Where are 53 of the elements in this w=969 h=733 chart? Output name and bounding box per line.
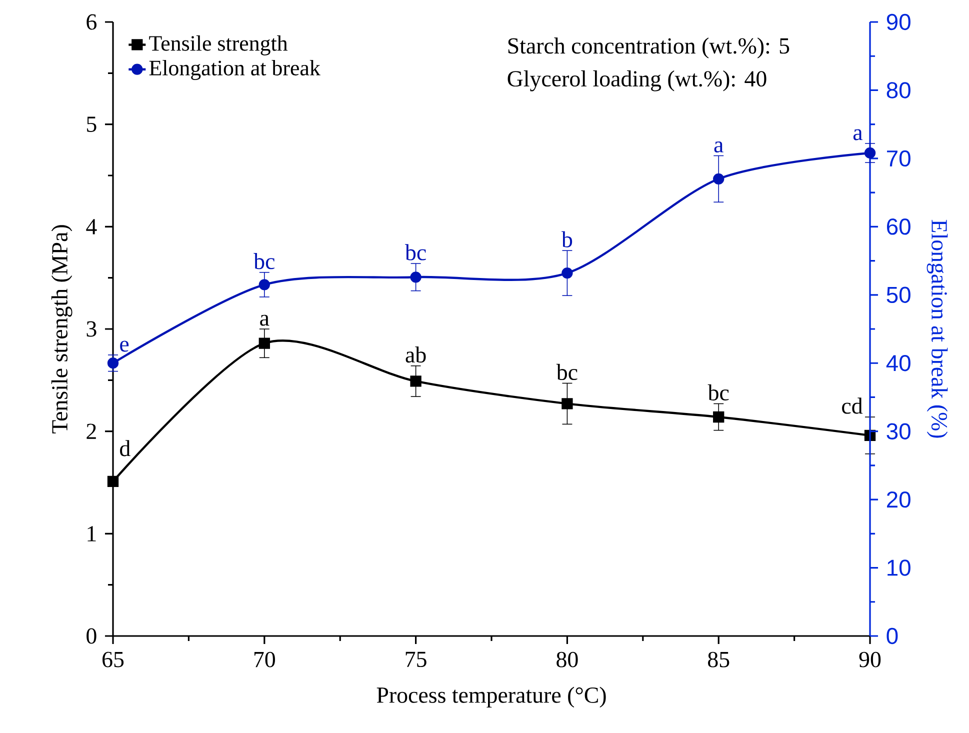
point	[562, 267, 573, 279]
x-axis-title: Process temperature (°C)	[376, 686, 606, 708]
y2-tick-label: 30	[886, 423, 910, 440]
x-tick-label: 65	[102, 652, 124, 668]
y-tick-label: 3	[86, 321, 96, 337]
y-tick-label: 5	[87, 116, 96, 132]
point	[107, 476, 119, 488]
point	[410, 376, 422, 387]
y2-tick-label: 0	[886, 628, 898, 644]
y2-tick-label: 20	[887, 491, 910, 508]
point	[562, 398, 573, 410]
annotation: Glycerol loading (wt.%): 40	[508, 70, 766, 92]
data-label: a	[260, 314, 270, 326]
x-tick-label: 70	[254, 652, 275, 668]
point	[713, 173, 724, 184]
y2-tick-label: 40	[886, 355, 910, 372]
y-tick-label: 6	[86, 14, 96, 30]
data-label: cd	[842, 398, 863, 414]
data-label: bc	[404, 244, 426, 260]
x-tick-label: 80	[556, 652, 578, 668]
y-tick-label: 4	[86, 219, 97, 234]
legend-label: Tensile strength	[149, 35, 288, 56]
y2-tick-label: 80	[886, 82, 910, 98]
y-tick-label: 0	[86, 628, 96, 644]
point	[107, 358, 119, 369]
y2-tick-label: 90	[886, 14, 910, 30]
data-label: ab	[406, 346, 426, 363]
point	[713, 411, 724, 423]
point	[864, 147, 876, 159]
data-label: bc	[708, 384, 729, 400]
legend-label: Elongation at break	[149, 60, 320, 80]
y-axis-title: Tensile strength (MPa)	[51, 225, 72, 434]
y2-tick-label: 70	[887, 150, 910, 167]
x-tick-label: 75	[406, 652, 426, 668]
y-tick-label: 2	[86, 424, 96, 439]
x-tick-label: 85	[708, 652, 730, 668]
data-label: b	[561, 231, 572, 248]
data-label: d	[120, 440, 130, 456]
point	[410, 272, 422, 283]
y2-axis-title: Elongation at break (%)	[926, 220, 948, 438]
data-label: bc	[556, 364, 578, 380]
data-label: a	[714, 142, 724, 153]
y2-tick-label: 60	[887, 218, 910, 235]
y2-tick-label: 10	[888, 560, 910, 576]
data-label: e	[120, 340, 129, 352]
y2-tick-label: 50	[886, 286, 910, 303]
point	[258, 338, 270, 349]
x-tick-label: 90	[859, 652, 881, 668]
y-tick-label: 1	[88, 526, 96, 542]
point	[258, 279, 270, 290]
annotation: Starch concentration (wt.%): 5	[508, 38, 790, 58]
data-label: a	[853, 129, 862, 140]
data-label: bc	[254, 253, 275, 270]
